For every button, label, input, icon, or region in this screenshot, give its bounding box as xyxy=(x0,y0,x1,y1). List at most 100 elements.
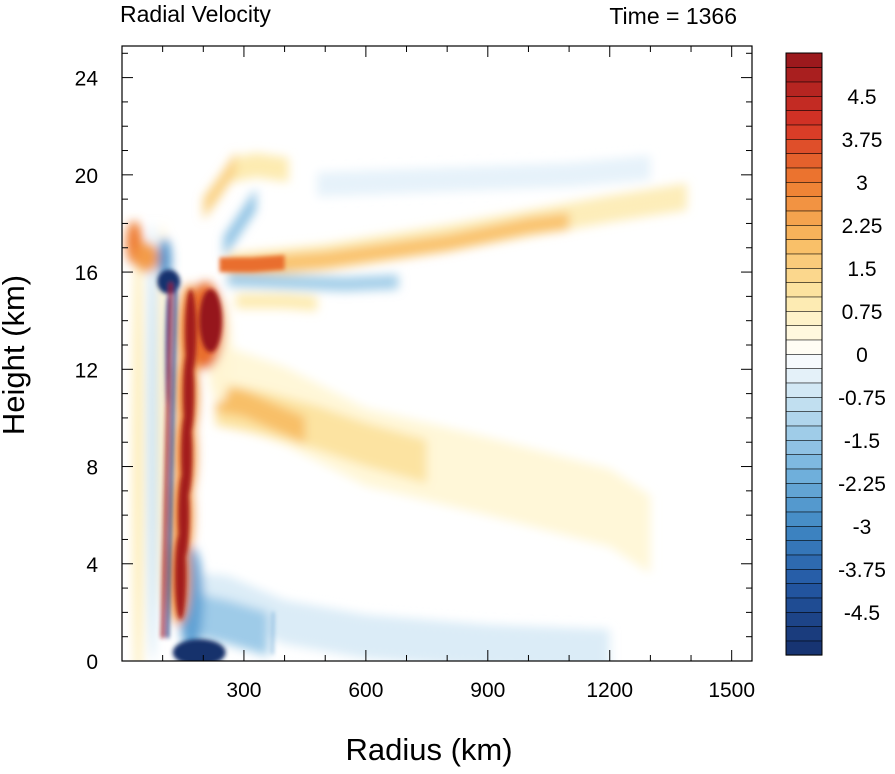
y-tick-label: 24 xyxy=(75,68,99,91)
colorbar-bin xyxy=(785,468,823,484)
colorbar-bin xyxy=(785,382,823,398)
bl-inflow-light xyxy=(183,590,269,657)
colorbar-bin xyxy=(785,525,823,541)
colorbar-label: 1.5 xyxy=(847,258,876,281)
tropopause-outflow xyxy=(231,153,289,183)
colorbar-label: 0 xyxy=(856,344,868,367)
upper-inflow-slant xyxy=(223,188,257,259)
colorbar-bin xyxy=(785,181,823,197)
y-tick-label: 4 xyxy=(86,554,98,577)
plot-border xyxy=(121,45,753,662)
colorbar-bin xyxy=(785,353,823,369)
colorbar-bin xyxy=(785,52,823,68)
colorbar-bin xyxy=(785,138,823,154)
colorbar-border xyxy=(785,52,823,656)
colorbar-bin xyxy=(785,439,823,455)
colorbar-label: 2.25 xyxy=(842,215,883,238)
colorbar-label: -3.75 xyxy=(838,559,886,582)
time-label: Time = 1366 xyxy=(609,3,737,29)
outflow-sublayer xyxy=(235,293,318,311)
upper-inflow-band xyxy=(227,272,399,292)
colorbar-bin xyxy=(785,196,823,212)
eyewall-strand-blue xyxy=(166,282,178,639)
y-tick-label: 12 xyxy=(75,359,98,382)
x-tick-label: 600 xyxy=(348,679,383,702)
colorbar-label: -0.75 xyxy=(838,387,886,410)
colorbar-bin xyxy=(785,224,823,240)
colorbar-label: 4.5 xyxy=(847,86,876,109)
field-diffuse-layer xyxy=(126,151,687,661)
colorbar-label: -1.5 xyxy=(844,430,880,453)
y-tick-label: 8 xyxy=(86,457,98,480)
colorbar-bin xyxy=(785,482,823,498)
colorbar-label: -2.25 xyxy=(838,473,886,496)
colorbar-bin xyxy=(785,396,823,412)
colorbar-bin xyxy=(785,110,823,126)
colorbar-bin xyxy=(785,540,823,556)
colorbar-bin xyxy=(785,454,823,470)
x-axis: 300 600 900 1200 1500 xyxy=(162,46,755,702)
eyewall-top-outflow xyxy=(203,151,236,220)
eyewall-outflow-core-4 xyxy=(185,289,197,377)
x-tick-label: 300 xyxy=(226,679,261,702)
colorbar-bin xyxy=(785,554,823,570)
velocity-field xyxy=(126,151,687,661)
colorbar-bin xyxy=(785,282,823,298)
colorbar-bin xyxy=(785,124,823,140)
colorbar-bin xyxy=(785,95,823,111)
x-axis-label: Radius (km) xyxy=(345,732,512,767)
y-axis: 0 4 8 12 16 20 24 xyxy=(75,52,752,674)
colorbar-bin xyxy=(785,497,823,513)
x-tick-label: 900 xyxy=(470,679,505,702)
eye-streak-1 xyxy=(133,223,144,661)
eye-upper-outflow-2 xyxy=(134,242,159,273)
colorbar-bin xyxy=(785,611,823,627)
colorbar-label: -3 xyxy=(853,516,872,539)
colorbar-label: 3.75 xyxy=(842,129,883,152)
colorbar-bin xyxy=(785,296,823,312)
colorbar-bin xyxy=(785,626,823,642)
upper-eyewall-outflow-core xyxy=(199,289,222,353)
y-tick-label: 16 xyxy=(75,262,98,285)
colorbar-label: -4.5 xyxy=(844,602,880,625)
chart-title: Radial Velocity xyxy=(120,1,271,27)
colorbar-bin xyxy=(785,153,823,169)
mid-outflow-orange xyxy=(215,385,305,444)
colorbar-bin xyxy=(785,81,823,97)
colorbar-bin xyxy=(785,425,823,441)
colorbar-bin xyxy=(785,267,823,283)
colorbar-bin xyxy=(785,640,823,656)
x-tick-label: 1500 xyxy=(708,679,755,702)
upper-outflow-core xyxy=(219,255,285,273)
plot-frame xyxy=(121,45,753,662)
upper-outflow-orange xyxy=(227,212,570,276)
colorbar-bin xyxy=(785,210,823,226)
colorbar-bin xyxy=(785,310,823,326)
colorbar-label: 0.75 xyxy=(842,301,883,324)
colorbar-bin xyxy=(785,339,823,355)
colorbar: 4.5 3.75 3 2.25 1.5 0.75 0 -0.75 -1.5 -2.25 -3 -3.7… xyxy=(785,52,886,656)
colorbar-bin xyxy=(785,568,823,584)
colorbar-label: 3 xyxy=(856,172,868,195)
colorbar-bin xyxy=(785,368,823,384)
eye-streak-2 xyxy=(148,223,157,661)
colorbar-bin xyxy=(785,239,823,255)
field-core-layer xyxy=(157,255,285,661)
colorbar-bin xyxy=(785,411,823,427)
y-tick-label: 0 xyxy=(86,651,98,674)
y-tick-label: 20 xyxy=(75,165,98,188)
mid-outflow-pale xyxy=(215,342,651,574)
colorbar-bin xyxy=(785,597,823,613)
colorbar-bin xyxy=(785,253,823,269)
surface-streak xyxy=(271,611,274,655)
colorbar-bin xyxy=(785,583,823,599)
colorbar-bin xyxy=(785,67,823,83)
x-tick-label: 1200 xyxy=(586,679,633,702)
tropopause-inflow xyxy=(317,155,651,197)
eyewall-strand-red xyxy=(161,282,173,639)
bl-inflow-pale xyxy=(178,571,610,661)
y-axis-label: Height (km) xyxy=(0,275,31,435)
colorbar-bin xyxy=(785,511,823,527)
colorbar-bin xyxy=(785,325,823,341)
